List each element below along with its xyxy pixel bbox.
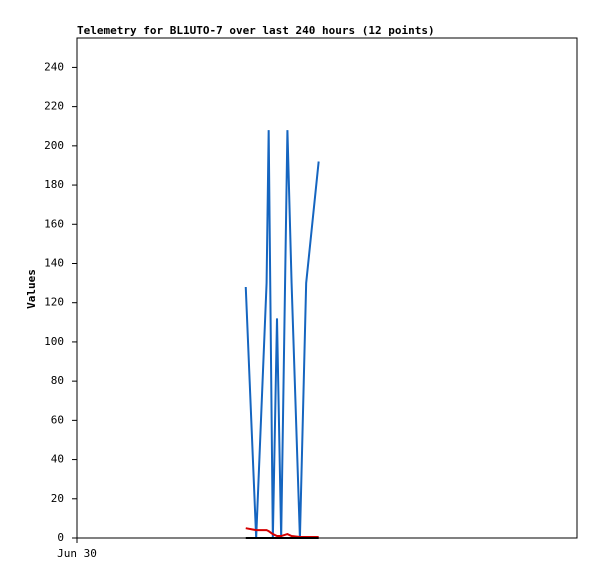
y-tick-label: 220 (44, 100, 64, 113)
y-tick-label: 0 (57, 531, 64, 544)
x-tick-label: Jun 30 (57, 547, 97, 560)
series-line (244, 130, 320, 539)
y-tick-label: 240 (44, 60, 64, 73)
y-tick-label: 140 (44, 256, 64, 269)
chart-title: Telemetry for BL1UTO-7 over last 240 hou… (77, 24, 435, 37)
y-tick-label: 160 (44, 217, 64, 230)
y-tick-label: 180 (44, 178, 64, 191)
y-tick-label: 100 (44, 335, 64, 348)
y-tick-label: 40 (51, 453, 64, 466)
y-tick-label: 60 (51, 413, 64, 426)
plot-frame (76, 37, 578, 539)
y-tick-label: 80 (51, 374, 64, 387)
y-tick-label: 200 (44, 139, 64, 152)
y-tick-label: 20 (51, 492, 64, 505)
y-axis-label: Values (25, 269, 38, 309)
y-tick-label: 120 (44, 296, 64, 309)
